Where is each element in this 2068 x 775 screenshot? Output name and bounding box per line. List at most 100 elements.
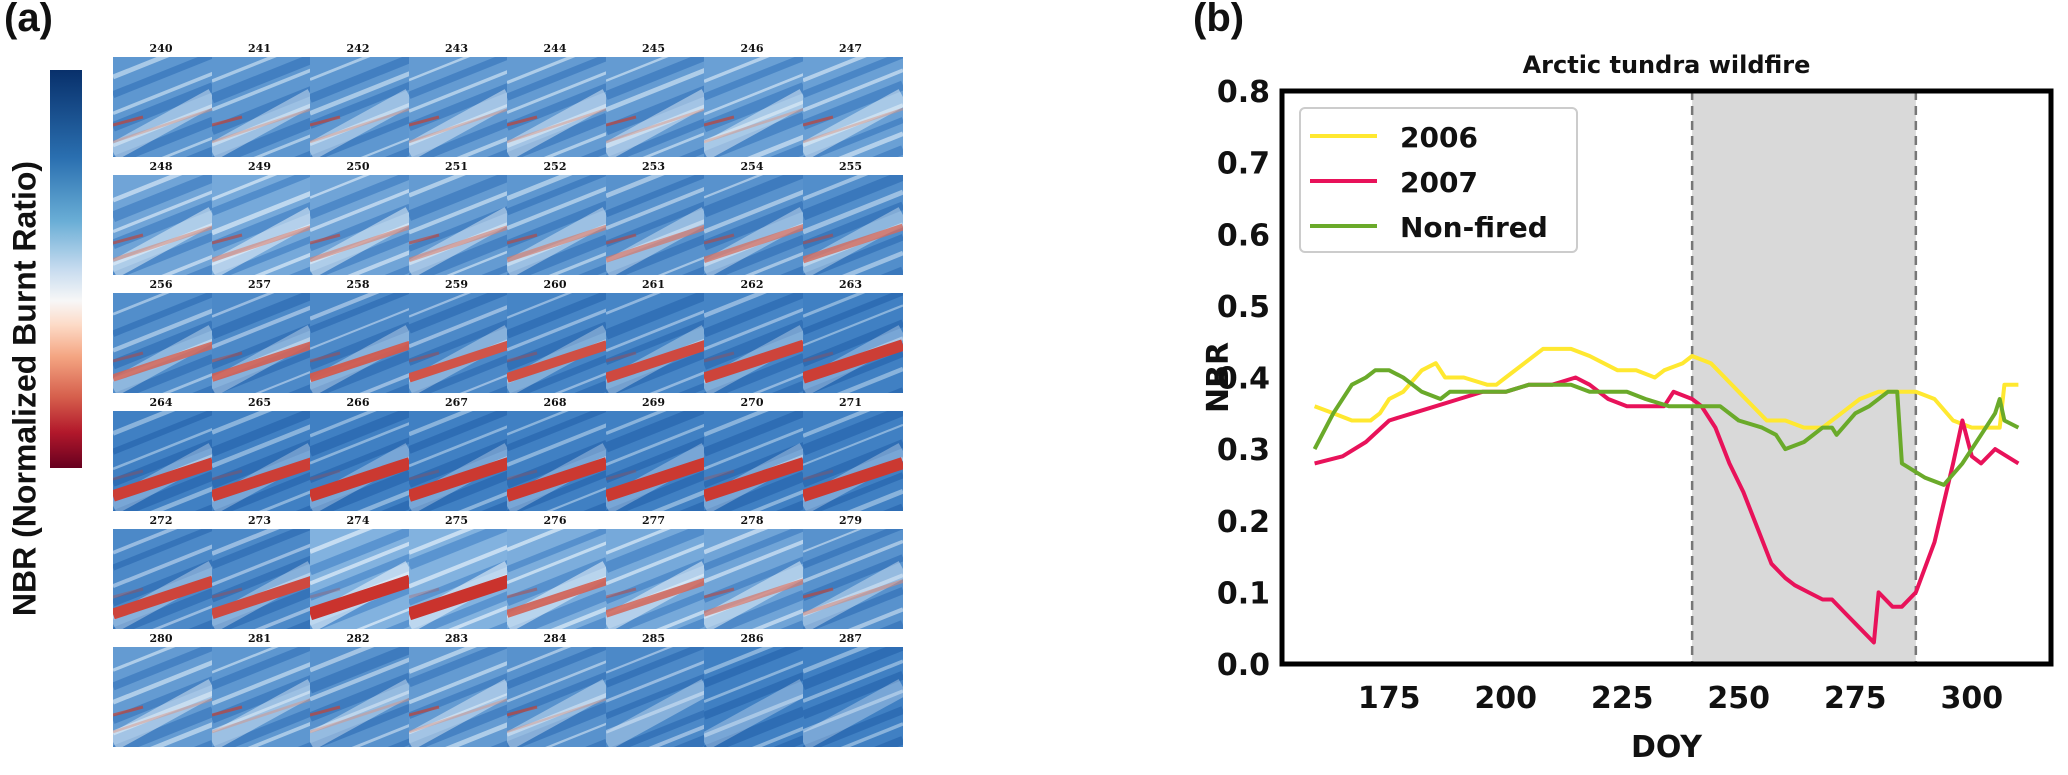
tile-doy-label: 264	[149, 396, 173, 409]
tile-doy-label: 261	[642, 278, 665, 291]
x-tick-label: 225	[1591, 681, 1654, 716]
colorbar	[50, 70, 82, 468]
nbr-image-tile	[310, 57, 410, 157]
y-tick-label: 0.7	[1217, 147, 1270, 182]
tile-doy-label: 287	[839, 632, 862, 645]
tile-doy-label: 242	[346, 42, 370, 55]
fire-period-span	[1692, 91, 1916, 664]
y-tick-label: 0.0	[1217, 648, 1270, 683]
nbr-image-tile	[802, 175, 903, 275]
nbr-image-tile	[802, 57, 903, 157]
x-tick-label: 275	[1824, 681, 1887, 716]
x-tick-label: 300	[1940, 681, 2003, 716]
y-tick-label: 0.1	[1217, 576, 1270, 611]
nbr-image-tile	[211, 647, 312, 747]
nbr-image-tile	[802, 293, 903, 393]
tile-doy-label: 279	[839, 514, 862, 527]
tile-doy-label: 286	[740, 632, 764, 645]
tile-doy-label: 263	[839, 278, 862, 291]
tile-doy-label: 277	[642, 514, 665, 527]
legend-label: 2007	[1400, 166, 1478, 199]
x-tick-label: 250	[1707, 681, 1770, 716]
nbr-image-tile	[704, 57, 804, 157]
panel-a-label: (a)	[4, 0, 53, 40]
tile-doy-label: 248	[149, 160, 173, 173]
y-tick-label: 0.4	[1217, 362, 1270, 397]
tile-doy-label: 275	[445, 514, 468, 527]
tile-doy-label: 274	[346, 514, 370, 527]
tile-doy-label: 243	[445, 42, 468, 55]
nbr-image-tile	[211, 175, 312, 275]
nbr-image-tile	[211, 411, 312, 511]
tile-doy-label: 269	[642, 396, 665, 409]
nbr-image-tile	[113, 647, 213, 747]
nbr-image-tile	[310, 293, 410, 393]
tile-doy-label: 249	[248, 160, 271, 173]
tile-doy-label: 272	[149, 514, 173, 527]
tile-doy-label: 276	[543, 514, 567, 527]
nbr-image-tile	[605, 57, 706, 157]
tile-doy-label: 241	[248, 42, 271, 55]
x-tick-label: 175	[1358, 681, 1421, 716]
tile-doy-label: 258	[346, 278, 370, 291]
tile-doy-label: 245	[642, 42, 665, 55]
y-tick-label: 0.8	[1217, 75, 1270, 110]
series-line-non-fired	[1312, 368, 2020, 487]
nbr-image-tile	[310, 175, 410, 275]
nbr-image-tile	[408, 293, 509, 393]
nbr-image-tile	[605, 411, 706, 511]
y-tick-label: 0.5	[1217, 290, 1270, 325]
tile-doy-label: 281	[248, 632, 271, 645]
tile-doy-label: 244	[543, 42, 567, 55]
nbr-image-tile	[211, 57, 312, 157]
tile-doy-label: 278	[740, 514, 764, 527]
nbr-image-tile	[802, 411, 903, 511]
tile-doy-label: 273	[248, 514, 271, 527]
tile-doy-label: 271	[839, 396, 862, 409]
nbr-image-tile	[113, 175, 213, 275]
nbr-image-tile	[802, 647, 903, 747]
nbr-image-tile	[408, 57, 509, 157]
nbr-image-tile	[113, 411, 213, 511]
tile-doy-label: 260	[543, 278, 567, 291]
nbr-image-tile	[113, 293, 213, 393]
nbr-image-tile	[211, 293, 312, 393]
nbr-image-tile	[310, 411, 410, 511]
nbr-image-tile	[605, 529, 706, 629]
legend-box	[1299, 107, 1578, 253]
tile-doy-label: 253	[642, 160, 665, 173]
tile-doy-label: 246	[740, 42, 764, 55]
tile-doy-label: 247	[839, 42, 862, 55]
nbr-image-tile	[802, 529, 903, 629]
nbr-image-tile	[507, 529, 607, 629]
nbr-image-tile	[113, 57, 213, 157]
nbr-image-tile	[507, 57, 607, 157]
legend-label: 2006	[1400, 121, 1478, 154]
legend-label: Non-fired	[1400, 211, 1548, 244]
tile-doy-label: 285	[642, 632, 665, 645]
plot-frame	[1279, 88, 2054, 667]
nbr-image-tile	[605, 175, 706, 275]
nbr-image-tile	[507, 175, 607, 275]
tile-doy-label: 259	[445, 278, 468, 291]
tile-doy-label: 266	[346, 396, 370, 409]
tile-doy-label: 254	[740, 160, 764, 173]
tile-doy-label: 262	[740, 278, 764, 291]
nbr-image-tile	[408, 175, 509, 275]
nbr-image-tile	[507, 411, 607, 511]
tile-doy-label: 250	[346, 160, 370, 173]
tile-doy-label: 257	[248, 278, 271, 291]
nbr-image-tile	[704, 293, 804, 393]
y-tick-label: 0.2	[1217, 505, 1270, 540]
nbr-image-tile	[310, 529, 410, 629]
nbr-image-tile	[605, 293, 706, 393]
tile-doy-label: 265	[248, 396, 271, 409]
nbr-image-tile	[408, 411, 509, 511]
nbr-image-tile	[704, 175, 804, 275]
panel-b-label: (b)	[1193, 0, 1245, 40]
tile-doy-label: 282	[346, 632, 370, 645]
nbr-image-tile	[507, 647, 607, 747]
nbr-image-tile	[113, 529, 213, 629]
tile-doy-label: 280	[149, 632, 173, 645]
nbr-image-tile	[704, 647, 804, 747]
